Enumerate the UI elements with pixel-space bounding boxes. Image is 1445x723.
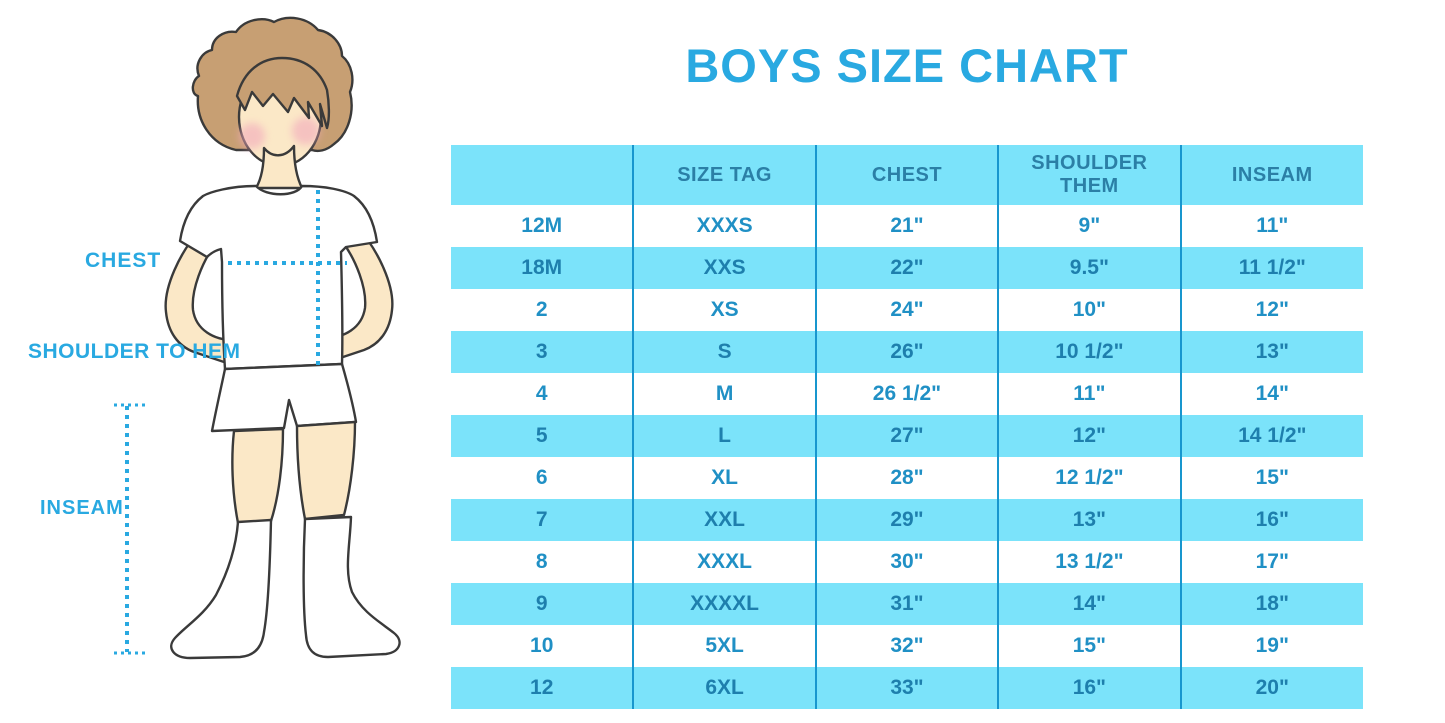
table-cell: 31" bbox=[814, 583, 999, 625]
table-cell: 10 bbox=[451, 625, 634, 667]
table-row: 10 5XL 32" 15" 19" bbox=[451, 625, 1363, 667]
table-cell: XXXL bbox=[632, 541, 816, 583]
table-cell: 11 1/2" bbox=[1179, 247, 1363, 289]
column-header: SIZE TAG bbox=[632, 145, 816, 205]
left-leg bbox=[231, 427, 285, 525]
table-cell: 2 bbox=[451, 289, 634, 331]
table-cell: 24" bbox=[814, 289, 999, 331]
table-cell: S bbox=[632, 331, 816, 373]
table-cell: XXXS bbox=[632, 205, 816, 247]
table-row: 2 XS 24" 10" 12" bbox=[451, 289, 1363, 331]
table-cell: 16" bbox=[1179, 499, 1363, 541]
boy-illustration bbox=[114, 16, 401, 660]
table-cell: 14 1/2" bbox=[1179, 415, 1363, 457]
table-cell: 18M bbox=[451, 247, 634, 289]
table-row: 18M XXS 22" 9.5" 11 1/2" bbox=[451, 247, 1363, 289]
table-cell: 12" bbox=[997, 415, 1181, 457]
table-cell: 7 bbox=[451, 499, 634, 541]
table-cell: 33" bbox=[814, 667, 999, 709]
column-header: INSEAM bbox=[1179, 145, 1363, 205]
table-cell: 26" bbox=[814, 331, 999, 373]
table-cell: 10" bbox=[997, 289, 1181, 331]
table-cell: 18" bbox=[1179, 583, 1363, 625]
table-cell: 15" bbox=[997, 625, 1181, 667]
table-cell: 20" bbox=[1179, 667, 1363, 709]
table-cell: 3 bbox=[451, 331, 634, 373]
neck-shape bbox=[254, 144, 304, 190]
table-row: 6 XL 28" 12 1/2" 15" bbox=[451, 457, 1363, 499]
size-table: SIZE TAG CHEST SHOULDER THEM INSEAM 12M XXXS 2… bbox=[451, 145, 1363, 709]
table-cell: 6 bbox=[451, 457, 634, 499]
table-cell: XXL bbox=[632, 499, 816, 541]
table-cell: 30" bbox=[814, 541, 999, 583]
table-cell: 12M bbox=[451, 205, 634, 247]
right-leg bbox=[295, 420, 357, 521]
table-cell: 14" bbox=[997, 583, 1181, 625]
right-cheek-blush bbox=[292, 117, 320, 145]
table-cell: 13 1/2" bbox=[997, 541, 1181, 583]
table-row: 3 S 26" 10 1/2" 13" bbox=[451, 331, 1363, 373]
table-row: 8 XXXL 30" 13 1/2" 17" bbox=[451, 541, 1363, 583]
table-cell: 19" bbox=[1179, 625, 1363, 667]
table-cell: 12" bbox=[1179, 289, 1363, 331]
table-cell: XL bbox=[632, 457, 816, 499]
column-header: CHEST bbox=[814, 145, 999, 205]
table-cell: 11" bbox=[997, 373, 1181, 415]
table-cell: 12 bbox=[451, 667, 634, 709]
table-row: 9 XXXXL 31" 14" 18" bbox=[451, 583, 1363, 625]
table-cell: 10 1/2" bbox=[997, 331, 1181, 373]
table-cell: 32" bbox=[814, 625, 999, 667]
table-cell: 9 bbox=[451, 583, 634, 625]
table-row: 4 M 26 1/2" 11" 14" bbox=[451, 373, 1363, 415]
table-cell: 5XL bbox=[632, 625, 816, 667]
table-cell: 4 bbox=[451, 373, 634, 415]
column-header: SHOULDER THEM bbox=[997, 145, 1181, 205]
table-cell: 9" bbox=[997, 205, 1181, 247]
table-cell: M bbox=[632, 373, 816, 415]
table-cell: 8 bbox=[451, 541, 634, 583]
table-cell: 13" bbox=[1179, 331, 1363, 373]
table-cell: 26 1/2" bbox=[814, 373, 999, 415]
table-cell: 15" bbox=[1179, 457, 1363, 499]
table-cell: 21" bbox=[814, 205, 999, 247]
table-cell: 16" bbox=[997, 667, 1181, 709]
table-row: 5 L 27" 12" 14 1/2" bbox=[451, 415, 1363, 457]
table-cell: 5 bbox=[451, 415, 634, 457]
table-row: 7 XXL 29" 13" 16" bbox=[451, 499, 1363, 541]
table-cell: 11" bbox=[1179, 205, 1363, 247]
shoulder-to-hem-label: SHOULDER TO HEM bbox=[28, 340, 241, 363]
table-cell: 6XL bbox=[632, 667, 816, 709]
table-cell: 17" bbox=[1179, 541, 1363, 583]
table-cell: 12 1/2" bbox=[997, 457, 1181, 499]
table-cell: 13" bbox=[997, 499, 1181, 541]
inseam-label: INSEAM bbox=[40, 497, 124, 519]
left-sock bbox=[170, 518, 273, 660]
column-header bbox=[451, 145, 634, 205]
table-cell: 22" bbox=[814, 247, 999, 289]
hair-bangs bbox=[235, 56, 331, 130]
table-row: 12M XXXS 21" 9" 11" bbox=[451, 205, 1363, 247]
table-cell: XXXXL bbox=[632, 583, 816, 625]
table-cell: 29" bbox=[814, 499, 999, 541]
table-cell: 28" bbox=[814, 457, 999, 499]
table-row: 12 6XL 33" 16" 20" bbox=[451, 667, 1363, 709]
shorts-shape bbox=[210, 362, 358, 433]
page-title: BOYS SIZE CHART bbox=[685, 39, 1129, 92]
table-cell: XS bbox=[632, 289, 816, 331]
table-cell: 14" bbox=[1179, 373, 1363, 415]
table-cell: 9.5" bbox=[997, 247, 1181, 289]
left-cheek-blush bbox=[239, 123, 265, 149]
table-cell: 27" bbox=[814, 415, 999, 457]
right-sock bbox=[302, 515, 401, 659]
table-cell: XXS bbox=[632, 247, 816, 289]
table-cell: L bbox=[632, 415, 816, 457]
chest-label: CHEST bbox=[85, 249, 162, 272]
